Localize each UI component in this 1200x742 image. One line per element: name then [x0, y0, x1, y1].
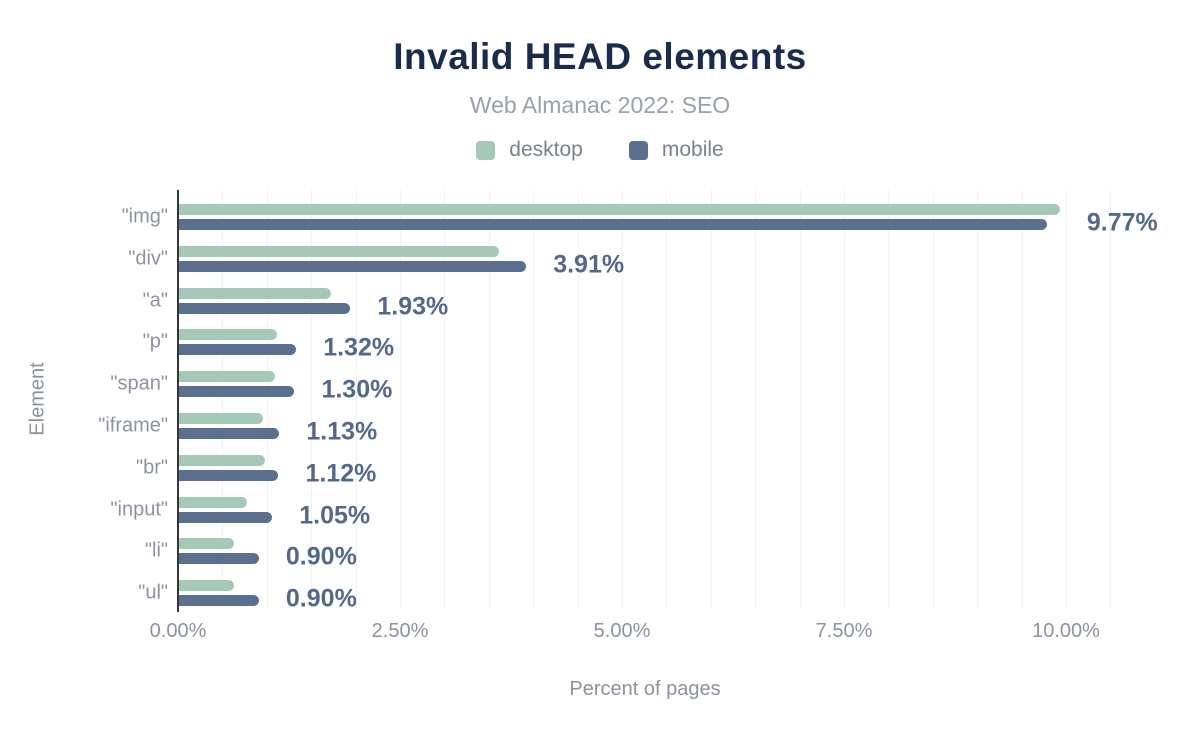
bar-mobile-5[interactable] — [179, 428, 280, 439]
chart-subtitle: Web Almanac 2022: SEO — [469, 92, 731, 118]
bar-mobile-2[interactable] — [179, 302, 351, 314]
gridline — [932, 190, 934, 608]
bar-mobile-0[interactable] — [179, 219, 1047, 230]
category-label: "li" — [144, 539, 168, 562]
category-label: "br" — [136, 456, 168, 479]
legend-swatch-desktop — [476, 140, 496, 160]
value-label: 1.32% — [323, 333, 395, 362]
bar-desktop-1[interactable] — [179, 245, 499, 257]
gridline — [1110, 190, 1112, 608]
x-axis-title: Percent of pages — [569, 678, 721, 700]
category-label: "span" — [110, 372, 168, 395]
gridline — [755, 190, 757, 608]
gridline — [222, 190, 224, 608]
value-label: 0.90% — [285, 584, 357, 613]
category-label: "input" — [110, 498, 168, 521]
gridline — [888, 190, 890, 608]
value-label: 1.05% — [299, 501, 371, 530]
gridline — [577, 190, 579, 608]
bar-desktop-2[interactable] — [179, 287, 331, 299]
bar-desktop-3[interactable] — [179, 329, 277, 341]
x-tick-label: 2.50% — [371, 620, 429, 642]
gridline — [710, 190, 712, 608]
gridline — [1066, 190, 1067, 608]
gridline — [977, 190, 979, 608]
value-label: 1.93% — [377, 292, 449, 321]
gridline — [533, 190, 535, 608]
legend-label: mobile — [661, 138, 724, 161]
value-label: 1.13% — [306, 417, 378, 446]
bar-mobile-6[interactable] — [179, 469, 279, 481]
value-label: 1.12% — [305, 459, 377, 488]
legend-label: desktop — [509, 138, 583, 161]
x-tick-label: 5.00% — [593, 620, 651, 642]
bar-mobile-3[interactable] — [179, 344, 297, 356]
category-label: "a" — [142, 289, 168, 312]
x-tick-label: 7.50% — [815, 620, 873, 642]
gridline — [666, 190, 668, 608]
gridline — [444, 190, 446, 608]
legend-swatch-mobile — [628, 140, 648, 160]
bar-desktop-7[interactable] — [179, 496, 248, 508]
gridline — [311, 190, 313, 608]
category-label: "ul" — [138, 581, 168, 604]
x-tick-label: 0.00% — [149, 620, 207, 642]
legend-item-desktop[interactable]: desktop — [476, 138, 583, 162]
category-label: "p" — [142, 330, 168, 353]
category-label: "div" — [128, 247, 168, 270]
category-label: "img" — [121, 205, 168, 228]
bar-desktop-8[interactable] — [179, 538, 235, 550]
value-label: 3.91% — [553, 250, 625, 279]
bar-desktop-4[interactable] — [179, 371, 275, 383]
bar-mobile-1[interactable] — [179, 260, 527, 272]
bar-desktop-5[interactable] — [179, 413, 264, 424]
bar-desktop-0[interactable] — [179, 204, 1060, 215]
category-label: "iframe" — [98, 414, 168, 437]
x-tick-label: 10.00% — [1032, 620, 1100, 642]
gridline — [355, 190, 357, 608]
legend: desktop mobile — [0, 138, 1200, 162]
value-label: 1.30% — [321, 375, 393, 404]
chart-title: Invalid HEAD elements — [393, 36, 807, 77]
value-label: 9.77% — [1086, 208, 1158, 237]
y-axis-line — [177, 190, 179, 612]
bar-mobile-8[interactable] — [179, 553, 259, 565]
gridline — [799, 190, 801, 608]
gridline — [488, 190, 490, 608]
value-label: 0.90% — [285, 542, 357, 571]
gridline — [844, 190, 845, 608]
gridline — [622, 190, 623, 608]
legend-item-mobile[interactable]: mobile — [628, 138, 724, 162]
gridline — [1021, 190, 1023, 608]
bar-desktop-9[interactable] — [179, 580, 235, 592]
bar-mobile-7[interactable] — [179, 511, 273, 523]
bar-mobile-4[interactable] — [179, 386, 295, 398]
gridline — [400, 190, 401, 608]
bar-mobile-9[interactable] — [179, 595, 259, 607]
gridline — [266, 190, 268, 608]
bar-desktop-6[interactable] — [179, 454, 266, 466]
